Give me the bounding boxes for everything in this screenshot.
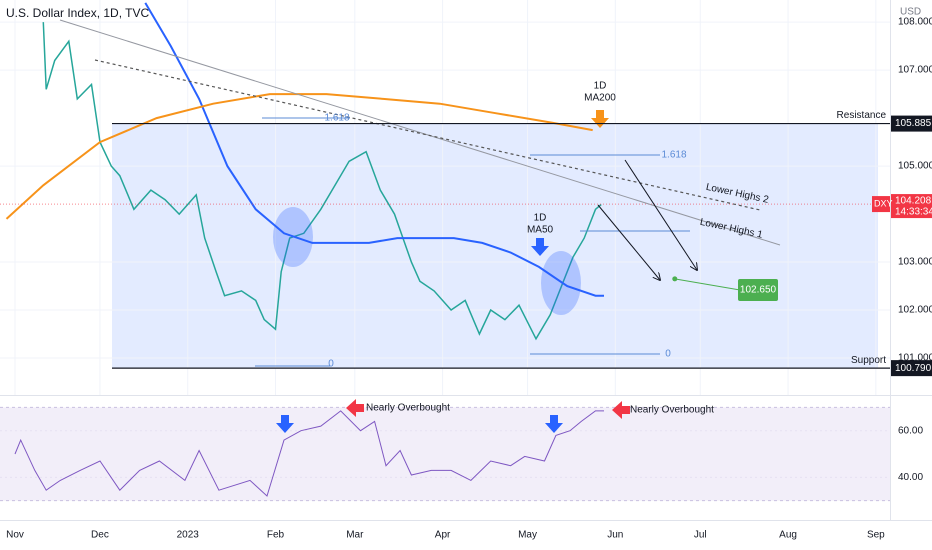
y-tick-label: 107.000 xyxy=(898,65,932,76)
x-tick-label: Apr xyxy=(435,530,451,541)
ma-name: MA50 xyxy=(527,225,554,236)
target-point xyxy=(672,276,678,282)
level-value: 105.885 xyxy=(895,118,932,129)
highlight xyxy=(541,251,581,315)
y-tick-label: 40.00 xyxy=(898,472,923,483)
annotation: 1D xyxy=(534,213,547,224)
series-line xyxy=(144,2,604,297)
series-line xyxy=(42,22,602,341)
x-tick-label: Feb xyxy=(267,530,285,541)
annotation: Nearly Overbought xyxy=(630,405,714,416)
annotation: 0 xyxy=(328,359,334,370)
price-tag xyxy=(891,360,932,377)
down-arrow xyxy=(276,415,294,433)
target-box xyxy=(738,279,778,301)
x-tick-label: Mar xyxy=(346,530,364,541)
x-tick-label: Jul xyxy=(694,530,707,541)
symbol: DXY xyxy=(874,198,893,208)
annotation: 1.618 xyxy=(324,113,349,124)
countdown: 14:33:34 xyxy=(895,207,932,218)
rsi-pane xyxy=(0,406,890,502)
level-name: Resistance xyxy=(837,110,887,121)
drawings xyxy=(0,0,932,521)
currency: USD xyxy=(900,7,921,18)
level-value: 100.790 xyxy=(895,363,932,374)
level-name: Support xyxy=(851,355,886,366)
down-arrow xyxy=(591,110,609,128)
ma-name: MA200 xyxy=(584,93,616,104)
annotation: 1D xyxy=(594,81,607,92)
x-tick-label: 2023 xyxy=(177,530,200,541)
rsi-line xyxy=(14,410,604,497)
chart-title: U.S. Dollar Index, 1D, TVC xyxy=(6,6,149,20)
x-tick-label: Dec xyxy=(91,530,109,541)
down-arrow xyxy=(545,415,563,433)
target-label: 102.650 xyxy=(740,285,777,296)
price-tag xyxy=(891,115,932,132)
y-tick-label: 105.000 xyxy=(898,161,932,172)
left-arrow xyxy=(346,399,364,417)
y-tick-label: 101.000 xyxy=(898,353,932,364)
y-tick-label: 60.00 xyxy=(898,425,923,436)
symbol-tag xyxy=(872,196,890,213)
x-tick-label: Jun xyxy=(607,530,623,541)
price-pane xyxy=(0,0,890,395)
down-arrow xyxy=(531,238,549,256)
target-line xyxy=(674,278,741,291)
arrow xyxy=(624,159,697,270)
x-tick-label: Aug xyxy=(779,530,797,541)
y-tick-label: 103.000 xyxy=(898,257,932,268)
price-tag xyxy=(891,194,932,219)
x-tick-label: May xyxy=(518,530,537,541)
annotation: Nearly Overbought xyxy=(366,403,450,414)
highlight xyxy=(273,207,313,267)
last-price: 104.208 xyxy=(895,196,932,207)
range-box xyxy=(112,123,878,369)
x-tick-label: Sep xyxy=(867,530,885,541)
left-arrow xyxy=(612,401,630,419)
rsi-band xyxy=(0,407,890,501)
x-tick-label: Nov xyxy=(6,530,24,541)
annotation: 1.618 xyxy=(661,150,686,161)
trend-line xyxy=(59,19,781,246)
y-tick-label: 108.000 xyxy=(898,17,932,28)
annotation: 0 xyxy=(665,349,671,360)
arrow xyxy=(597,204,660,280)
y-tick-label: 102.000 xyxy=(898,305,932,316)
